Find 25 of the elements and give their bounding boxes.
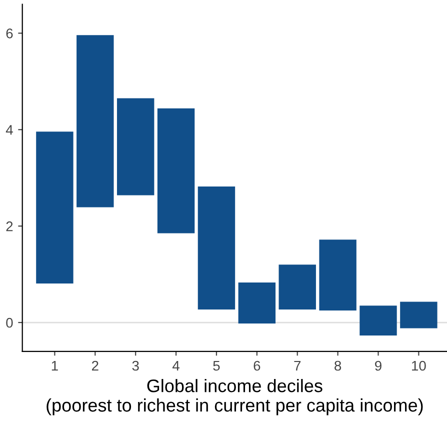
x-tick-label: 6: [254, 360, 260, 371]
x-tick-label: 7: [294, 360, 301, 371]
y-tick-label: 6: [6, 28, 13, 38]
x-tick-label: 5: [213, 360, 220, 371]
x-tick-label: 4: [172, 360, 180, 371]
bar: [360, 306, 397, 336]
x-axis-title: Global income deciles (poorest to richest in current per capita income): [46, 378, 423, 416]
x-tick-label: 8: [334, 360, 342, 371]
bar: [116, 98, 154, 196]
x-tick-label: 3: [132, 360, 139, 371]
bar: [36, 132, 74, 284]
bar: [76, 35, 114, 208]
y-tick-label: 2: [6, 221, 13, 232]
y-tick-label: 0: [6, 318, 13, 328]
bar: [319, 240, 356, 310]
bar: [400, 302, 438, 328]
bar: [198, 186, 236, 310]
bar: [238, 282, 276, 324]
bar: [157, 108, 195, 234]
x-tick-label: 10: [412, 360, 426, 371]
y-tick-label: 4: [6, 125, 13, 135]
x-tick-label: 1: [52, 360, 58, 371]
bar: [278, 264, 316, 310]
x-tick-label: 2: [92, 360, 98, 371]
x-tick-label: 9: [375, 360, 382, 371]
